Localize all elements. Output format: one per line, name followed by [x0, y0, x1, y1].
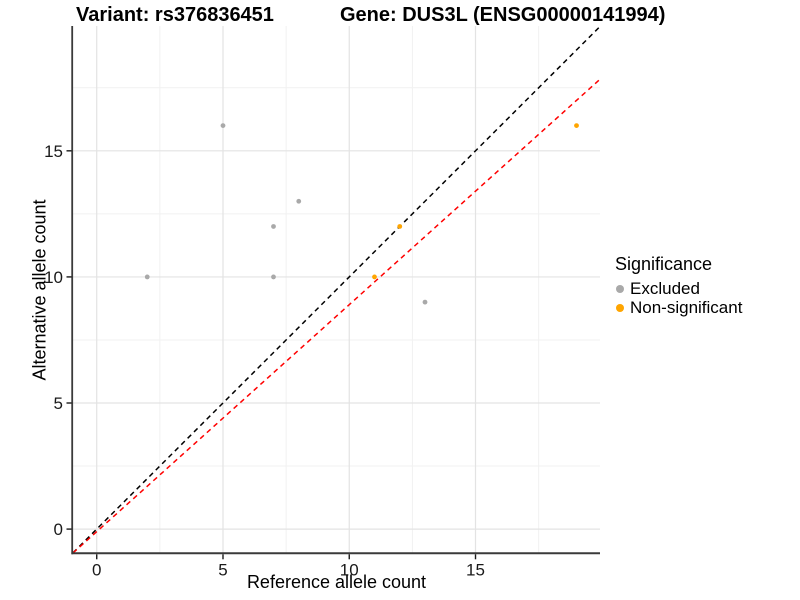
legend: Significance Excluded Non-significant: [614, 254, 742, 317]
x-axis-title: Reference allele count: [246, 572, 427, 592]
data-point-excluded: [144, 274, 150, 280]
y-tick-label: 10: [44, 268, 63, 287]
variant-title: Variant: rs376836451: [76, 4, 274, 26]
y-tick-label: 5: [54, 394, 63, 413]
legend-title: Significance: [615, 254, 713, 274]
data-point-excluded: [296, 198, 302, 204]
x-tick-label: 15: [466, 560, 485, 579]
data-point-excluded: [422, 299, 428, 305]
non-significant-dot-icon: [616, 303, 624, 312]
legend-item-excluded: Excluded: [614, 279, 742, 298]
x-tick-label: 5: [218, 560, 227, 579]
gene-title: Gene: DUS3L (ENSG00000141994): [340, 4, 666, 26]
identity-line: [73, 26, 600, 554]
y-tick-label: 15: [44, 142, 63, 161]
data-point-excluded: [271, 274, 276, 280]
data-point-excluded: [271, 224, 276, 229]
data-point-excluded: [220, 123, 226, 129]
x-tick-label: 10: [340, 560, 359, 579]
excluded-dot-icon: [616, 284, 624, 293]
x-tick-label: 0: [92, 560, 101, 579]
legend-item-label: Non-significant: [630, 297, 743, 317]
fit-line: [73, 78, 600, 554]
legend-item-non-significant: Non-significant: [614, 298, 742, 317]
data-point-non-significant: [574, 123, 579, 129]
data-point-non-significant: [397, 224, 403, 229]
data-point-non-significant: [372, 274, 377, 280]
y-axis-title: Alternative allele count: [29, 199, 50, 381]
legend-item-label: Excluded: [630, 278, 700, 298]
y-tick-label: 0: [54, 520, 63, 539]
